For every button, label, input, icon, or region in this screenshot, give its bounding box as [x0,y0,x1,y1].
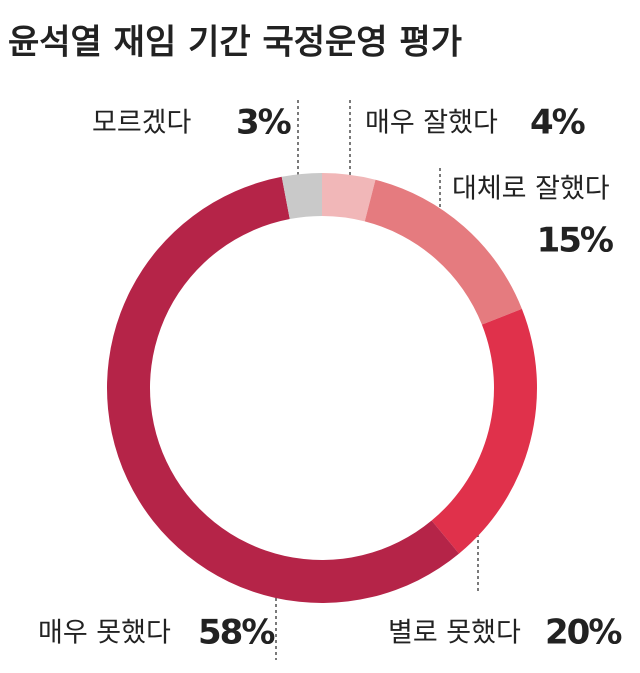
category-label: 매우 못했다 [38,618,171,649]
value-label: 58% [198,613,274,653]
value-label: 4% [530,103,585,143]
category-label: 대체로 잘했다 [452,174,610,205]
value-label: 20% [545,613,621,653]
donut-slice [322,173,376,222]
category-label: 매우 잘했다 [365,108,498,139]
category-label: 모르겠다 [92,108,192,139]
donut-slice [281,173,322,220]
donut-slice [106,176,460,604]
chart-title: 윤석열 재임 기간 국정운영 평가 [8,23,462,63]
value-label: 3% [236,103,291,143]
category-label: 별로 못했다 [388,618,521,649]
donut-slice [364,179,522,325]
value-label: 15% [537,221,613,261]
donut-slice [431,308,537,554]
